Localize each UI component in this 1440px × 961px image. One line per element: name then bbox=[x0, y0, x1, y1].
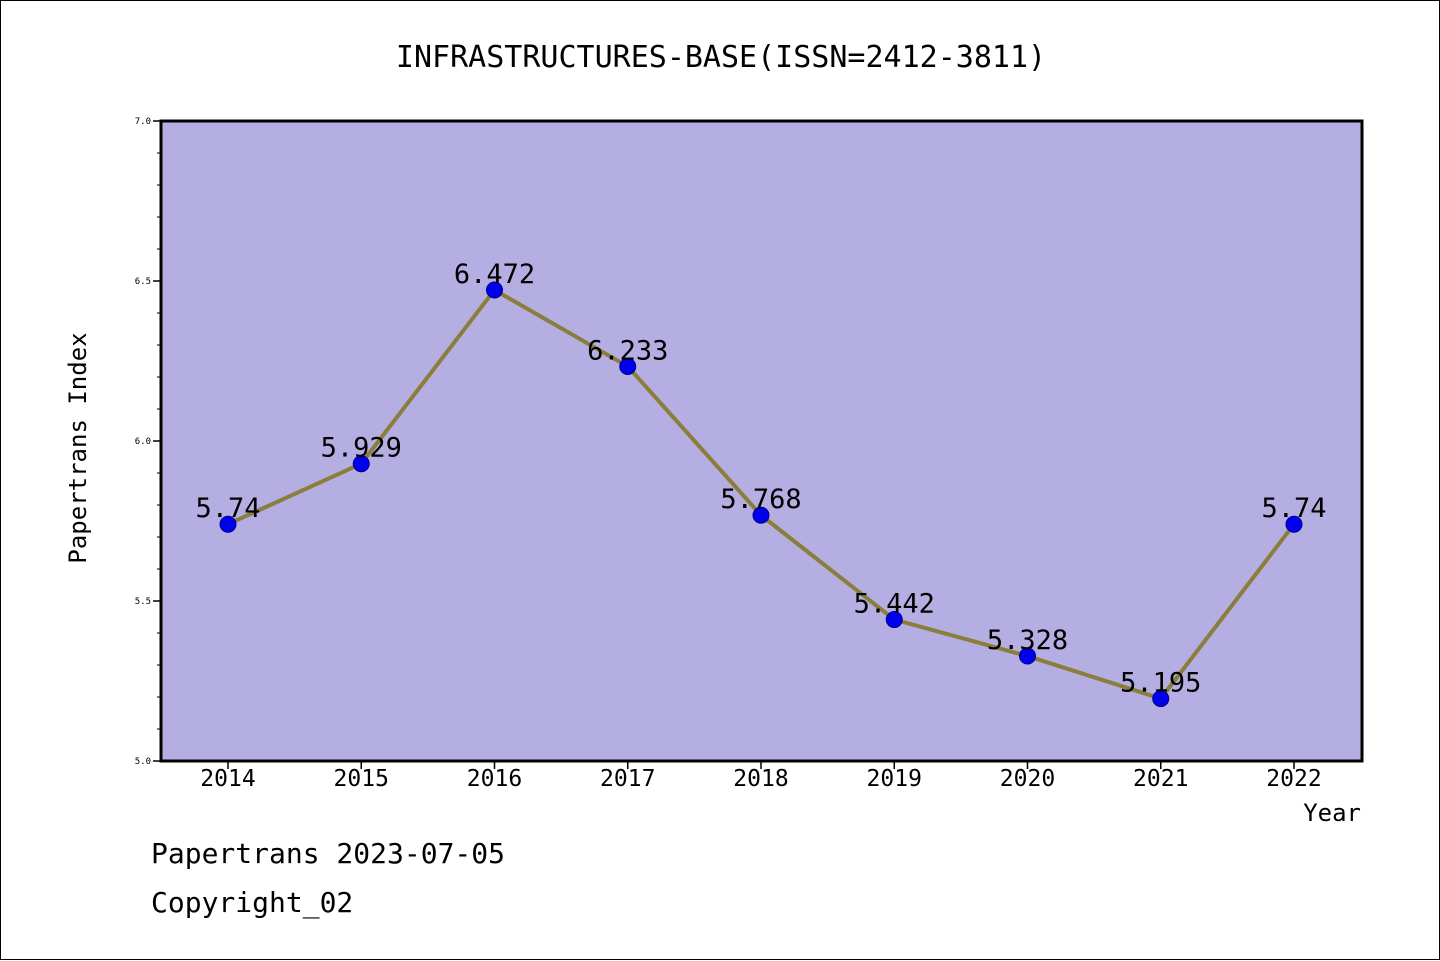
footer-copyright: Copyright_02 bbox=[151, 886, 354, 919]
data-label: 5.929 bbox=[321, 433, 402, 464]
y-tick-label: 6.0 bbox=[135, 437, 151, 447]
x-axis-ticks: 2014 2015 2016 2017 2018 2019 2020 2021 2022 bbox=[200, 761, 1322, 792]
x-tick-label: 2016 bbox=[467, 766, 522, 792]
plot-border bbox=[159, 119, 1364, 763]
x-tick-label: 2021 bbox=[1133, 766, 1188, 792]
data-point bbox=[1152, 690, 1170, 708]
data-label: 5.74 bbox=[1261, 493, 1326, 524]
data-point bbox=[219, 515, 237, 533]
x-tick-label: 2022 bbox=[1266, 766, 1321, 792]
data-label: 5.195 bbox=[1120, 668, 1201, 699]
data-label: 5.328 bbox=[987, 625, 1068, 656]
footer-date: Papertrans 2023-07-05 bbox=[151, 837, 506, 870]
x-tick-label: 2017 bbox=[600, 766, 655, 792]
y-tick-label: 5.5 bbox=[135, 597, 151, 607]
data-point bbox=[352, 455, 370, 473]
x-tick-label: 2018 bbox=[733, 766, 788, 792]
y-axis-label: Papertrans Index bbox=[64, 332, 92, 563]
plot-area bbox=[161, 121, 1362, 761]
data-label: 6.233 bbox=[587, 335, 668, 366]
data-label: 5.74 bbox=[195, 493, 260, 524]
data-label: 5.442 bbox=[854, 589, 935, 620]
data-point bbox=[486, 281, 503, 299]
x-tick-label: 2014 bbox=[200, 766, 255, 792]
data-label: 5.768 bbox=[720, 484, 801, 515]
data-point bbox=[885, 611, 903, 629]
data-point bbox=[1285, 515, 1303, 533]
data-value-labels: 5.74 5.929 6.472 6.233 5.768 5.442 5.328 5.195 5… bbox=[195, 259, 1326, 699]
y-tick-label: 7.0 bbox=[135, 117, 151, 127]
x-tick-label: 2019 bbox=[867, 766, 922, 792]
x-tick-label: 2020 bbox=[1000, 766, 1055, 792]
x-axis-label: Year bbox=[1303, 799, 1361, 827]
data-markers bbox=[219, 281, 1303, 708]
chart-title: INFRASTRUCTURES-BASE(ISSN=2412-3811) bbox=[396, 40, 1046, 75]
y-tick-label: 6.5 bbox=[135, 277, 151, 287]
data-label: 6.472 bbox=[454, 259, 535, 290]
data-point bbox=[619, 357, 637, 375]
data-point bbox=[752, 506, 770, 524]
x-tick-label: 2015 bbox=[334, 766, 389, 792]
data-point bbox=[1019, 647, 1036, 665]
y-axis-ticks: 5.0 5.5 6.0 6.5 7.0 bbox=[135, 117, 161, 767]
y-tick-label: 5.0 bbox=[135, 757, 151, 767]
